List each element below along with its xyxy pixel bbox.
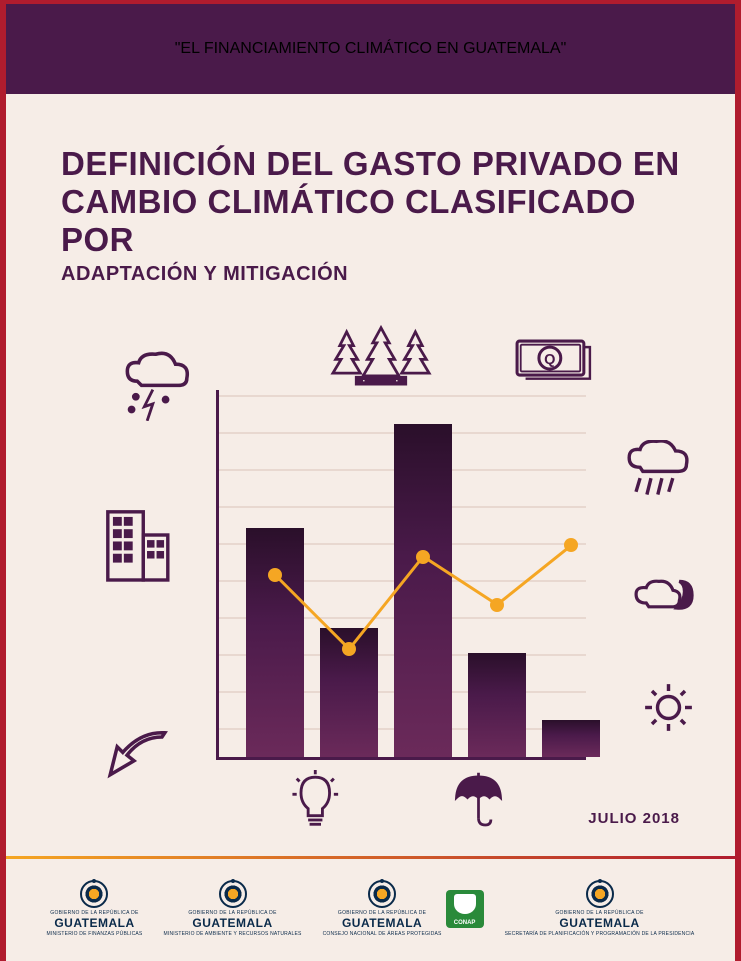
gov-logo: GOBIERNO DE LA REPÚBLICA DEGUATEMALACONS… (323, 880, 442, 937)
gov-logo: GOBIERNO DE LA REPÚBLICA DEGUATEMALAMINI… (163, 880, 301, 937)
chart-marker (342, 642, 356, 656)
chart-bar (394, 424, 452, 757)
chart-marker (268, 568, 282, 582)
gov-logo: GOBIERNO DE LA REPÚBLICA DEGUATEMALASECR… (505, 880, 695, 937)
arrow-icon (106, 730, 176, 791)
trees-icon (326, 325, 436, 392)
umbrella-icon (451, 770, 506, 833)
title-line1: DEFINICIÓN DEL GASTO PRIVADO EN (61, 145, 680, 183)
rain-cloud-icon (621, 440, 696, 513)
conap-badge (446, 890, 484, 928)
chart-marker (564, 538, 578, 552)
svg-text:Q: Q (544, 352, 555, 368)
header-band: "EL FINANCIAMIENTO CLIMÁTICO EN GUATEMAL… (6, 4, 735, 94)
title-block: DEFINICIÓN DEL GASTO PRIVADO EN CAMBIO C… (61, 145, 680, 286)
title-line2: CAMBIO CLIMÁTICO CLASIFICADO POR (61, 183, 680, 259)
title-sub: ADAPTACIÓN Y MITIGACIÓN (61, 263, 680, 286)
chart-marker (416, 550, 430, 564)
lightbulb-icon (291, 770, 341, 844)
date-label: JULIO 2018 (588, 810, 680, 827)
infographic-area: Q (6, 330, 735, 810)
footer-logos: GOBIERNO DE LA REPÚBLICA DEGUATEMALAMINI… (6, 856, 735, 961)
moon-cloud-icon (631, 575, 701, 625)
chart-marker (490, 598, 504, 612)
chart-bar (542, 720, 600, 757)
chart-bar (468, 653, 526, 757)
gov-logo: GOBIERNO DE LA REPÚBLICA DEGUATEMALAMINI… (47, 880, 143, 937)
money-icon: Q (511, 335, 596, 389)
bar-chart (216, 390, 586, 760)
building-icon (101, 505, 176, 592)
chart-bar (246, 528, 304, 757)
header-text: "EL FINANCIAMIENTO CLIMÁTICO EN GUATEMAL… (175, 40, 567, 58)
storm-cloud-icon (116, 350, 201, 426)
sun-icon (641, 680, 696, 740)
